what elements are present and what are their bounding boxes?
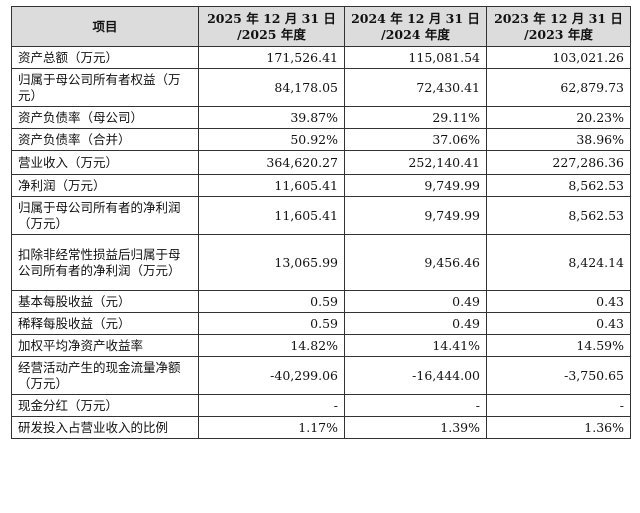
value-cell-2025: 14.82% — [198, 334, 345, 357]
financial-summary-table: 项目 2025 年 12 月 31 日 /2025 年度 2024 年 12 月 3… — [11, 6, 631, 439]
value-cell-2023: -3,750.65 — [486, 356, 631, 395]
value-cell-2024: 72,430.41 — [344, 68, 487, 107]
value-cell-2024: 1.39% — [344, 416, 487, 439]
value-cell-2025: 39.87% — [198, 106, 345, 129]
table-row: 稀释每股收益（元） 0.59 0.49 0.43 — [11, 312, 631, 335]
table-row: 现金分红（万元） - - - — [11, 394, 631, 417]
table-row: 营业收入（万元） 364,620.27 252,140.41 227,286.36 — [11, 150, 631, 175]
value-cell-2024: 0.49 — [344, 290, 487, 313]
value-cell-2025: 0.59 — [198, 290, 345, 313]
value-cell-2023: 1.36% — [486, 416, 631, 439]
table-row: 经营活动产生的现金流量净额（万元） -40,299.06 -16,444.00 -3,… — [11, 356, 631, 395]
value-cell-2023: 62,879.73 — [486, 68, 631, 107]
row-label: 营业收入（万元） — [11, 150, 199, 175]
row-label: 现金分红（万元） — [11, 394, 199, 417]
row-label: 资产总额（万元） — [11, 46, 199, 69]
value-cell-2025: 50.92% — [198, 128, 345, 151]
row-label: 归属于母公司所有者权益（万元） — [11, 68, 199, 107]
value-cell-2024: 252,140.41 — [344, 150, 487, 175]
value-cell-2024: 9,749.99 — [344, 196, 487, 235]
value-cell-2023: 14.59% — [486, 334, 631, 357]
value-cell-2023: 8,562.53 — [486, 196, 631, 235]
table-row: 资产负债率（母公司） 39.87% 29.11% 20.23% — [11, 106, 631, 129]
value-cell-2024: 29.11% — [344, 106, 487, 129]
table-row: 归属于母公司所有者的净利润（万元） 11,605.41 9,749.99 8,562.… — [11, 196, 631, 235]
value-cell-2025: 11,605.41 — [198, 174, 345, 197]
value-cell-2025: 364,620.27 — [198, 150, 345, 175]
value-cell-2023: 0.43 — [486, 290, 631, 313]
value-cell-2025: 0.59 — [198, 312, 345, 335]
row-label: 净利润（万元） — [11, 174, 199, 197]
row-label: 经营活动产生的现金流量净额（万元） — [11, 356, 199, 395]
value-cell-2025: -40,299.06 — [198, 356, 345, 395]
value-cell-2023: 8,424.14 — [486, 234, 631, 291]
header-2025: 2025 年 12 月 31 日 /2025 年度 — [198, 6, 345, 47]
value-cell-2025: 1.17% — [198, 416, 345, 439]
table-row: 资产负债率（合并） 50.92% 37.06% 38.96% — [11, 128, 631, 151]
row-label: 扣除非经常性损益后归属于母公司所有者的净利润（万元） — [11, 234, 199, 291]
value-cell-2023: 20.23% — [486, 106, 631, 129]
table-header-row: 项目 2025 年 12 月 31 日 /2025 年度 2024 年 12 月 3… — [11, 6, 631, 47]
value-cell-2023: 0.43 — [486, 312, 631, 335]
table-row: 研发投入占营业收入的比例 1.17% 1.39% 1.36% — [11, 416, 631, 439]
row-label: 资产负债率（母公司） — [11, 106, 199, 129]
value-cell-2025: 13,065.99 — [198, 234, 345, 291]
header-2024: 2024 年 12 月 31 日 /2024 年度 — [344, 6, 487, 47]
table-row: 归属于母公司所有者权益（万元） 84,178.05 72,430.41 62,879.… — [11, 68, 631, 107]
value-cell-2023: 103,021.26 — [486, 46, 631, 69]
value-cell-2025: 84,178.05 — [198, 68, 345, 107]
value-cell-2025: 11,605.41 — [198, 196, 345, 235]
row-label: 归属于母公司所有者的净利润（万元） — [11, 196, 199, 235]
row-label: 基本每股收益（元） — [11, 290, 199, 313]
value-cell-2024: 9,749.99 — [344, 174, 487, 197]
table-row: 资产总额（万元） 171,526.41 115,081.54 103,021.26 — [11, 46, 631, 69]
header-item: 项目 — [11, 6, 199, 47]
row-label: 研发投入占营业收入的比例 — [11, 416, 199, 439]
value-cell-2023: 227,286.36 — [486, 150, 631, 175]
row-label: 稀释每股收益（元） — [11, 312, 199, 335]
value-cell-2023: 8,562.53 — [486, 174, 631, 197]
value-cell-2023: - — [486, 394, 631, 417]
value-cell-2024: 0.49 — [344, 312, 487, 335]
row-label: 加权平均净资产收益率 — [11, 334, 199, 357]
value-cell-2023: 38.96% — [486, 128, 631, 151]
table-row: 加权平均净资产收益率 14.82% 14.41% 14.59% — [11, 334, 631, 357]
header-2023: 2023 年 12 月 31 日 /2023 年度 — [486, 6, 631, 47]
value-cell-2025: - — [198, 394, 345, 417]
value-cell-2024: 14.41% — [344, 334, 487, 357]
table-row: 扣除非经常性损益后归属于母公司所有者的净利润（万元） 13,065.99 9,456… — [11, 234, 631, 291]
row-label: 资产负债率（合并） — [11, 128, 199, 151]
value-cell-2024: 37.06% — [344, 128, 487, 151]
table-row: 净利润（万元） 11,605.41 9,749.99 8,562.53 — [11, 174, 631, 197]
value-cell-2024: 115,081.54 — [344, 46, 487, 69]
value-cell-2025: 171,526.41 — [198, 46, 345, 69]
value-cell-2024: 9,456.46 — [344, 234, 487, 291]
value-cell-2024: -16,444.00 — [344, 356, 487, 395]
value-cell-2024: - — [344, 394, 487, 417]
table-row: 基本每股收益（元） 0.59 0.49 0.43 — [11, 290, 631, 313]
